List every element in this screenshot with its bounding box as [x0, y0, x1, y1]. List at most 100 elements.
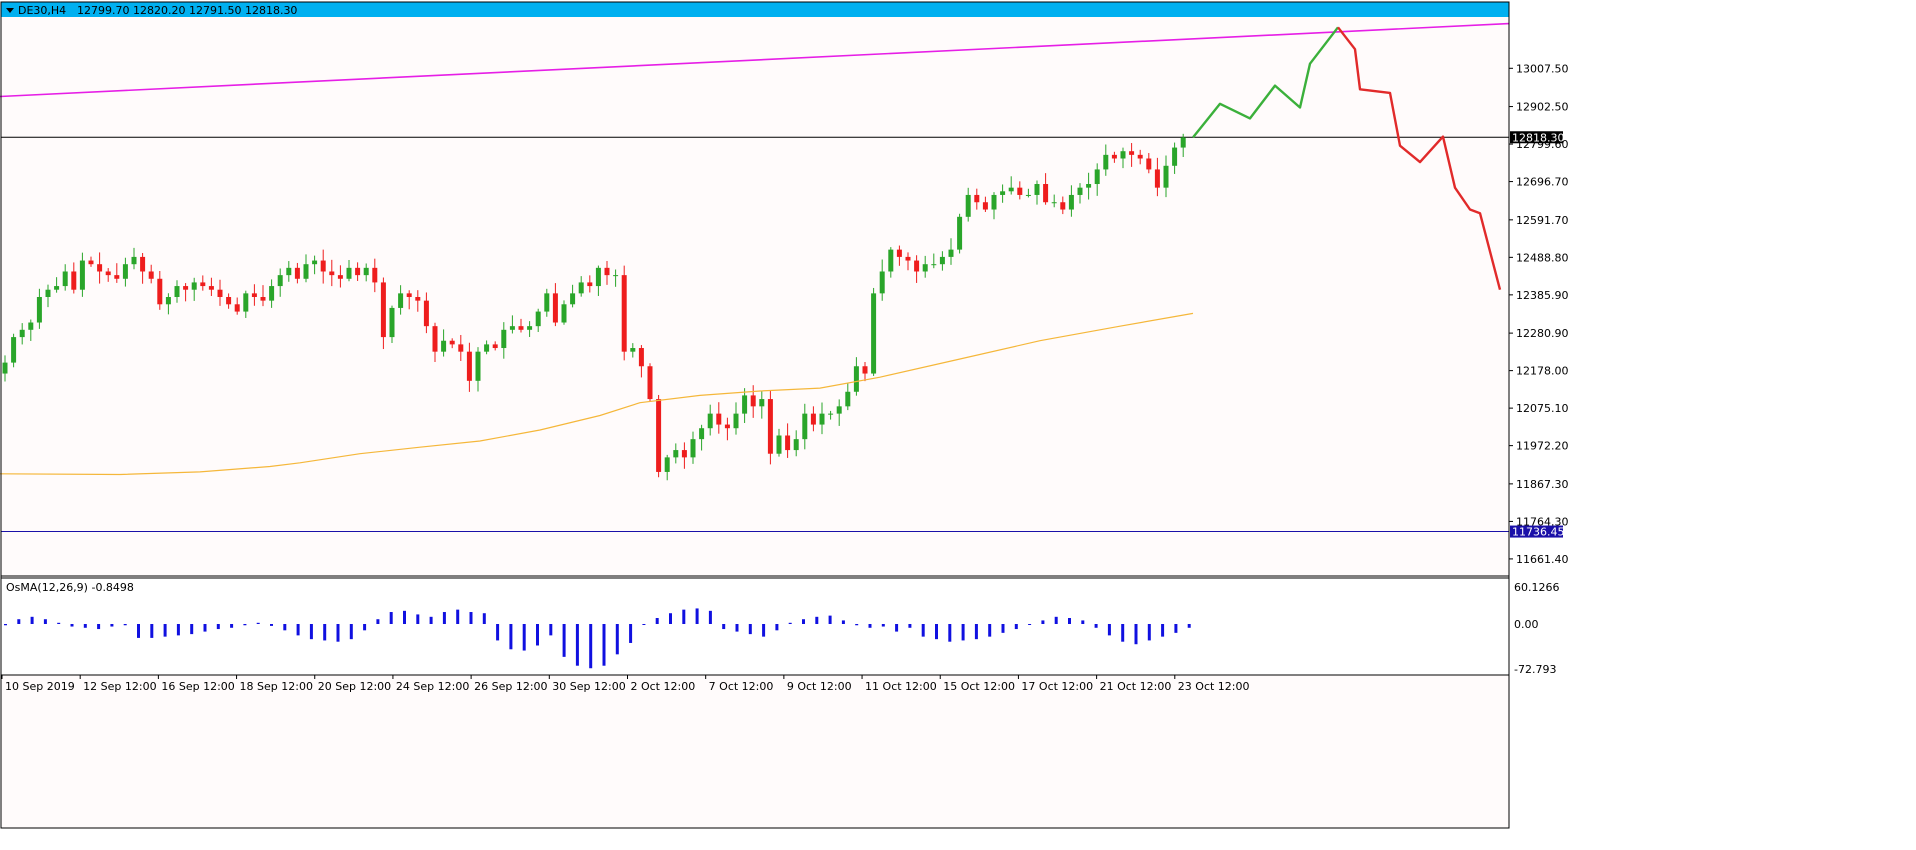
candle-bear	[329, 271, 335, 276]
candle-bull	[286, 267, 292, 276]
projection-down-line	[1337, 26, 1502, 291]
candle-bear	[183, 286, 189, 290]
osma-bar	[43, 619, 47, 624]
candle-bull	[346, 267, 352, 279]
candle-bull	[690, 439, 696, 458]
candle-bear	[681, 450, 687, 458]
candle-bull	[664, 457, 670, 472]
current-price-tag: 12818.30	[1510, 131, 1565, 144]
osma-bar	[1054, 616, 1058, 624]
osma-bar	[123, 624, 127, 626]
osma-bar	[921, 624, 925, 637]
candle-bull	[965, 194, 971, 217]
osma-bar	[1121, 624, 1125, 642]
osma-bar	[256, 622, 260, 624]
osma-bar	[522, 624, 526, 651]
chart-lines	[1, 136, 1509, 533]
candle-bull	[1008, 187, 1014, 192]
candle-bull	[1077, 187, 1083, 195]
candle-bear	[656, 399, 662, 472]
osma-bar	[482, 613, 486, 624]
osma-bar	[323, 624, 327, 641]
candle-bull	[1094, 169, 1100, 185]
candle-bull	[802, 413, 808, 440]
candle-bull	[888, 249, 894, 272]
frame	[0, 1, 1510, 829]
candle-bull	[836, 406, 842, 414]
candle-bear	[810, 413, 816, 425]
osma-tick-label: 0.00	[1514, 618, 1539, 631]
candle-bear	[380, 282, 386, 338]
osma-bar	[708, 610, 712, 624]
time-tick-label: 20 Sep 12:00	[318, 680, 391, 693]
candle-bear	[458, 344, 464, 352]
candle-bull	[312, 260, 318, 265]
time-tick-label: 15 Oct 12:00	[943, 680, 1015, 693]
candle-bull	[879, 271, 885, 294]
osma-bar	[70, 624, 74, 627]
candle-bear	[97, 264, 103, 272]
price-tick-label: 13007.50	[1516, 62, 1569, 75]
indicator-title: OsMA(12,26,9) -0.8498	[6, 581, 134, 594]
osma-bar	[57, 622, 61, 624]
osma-bar	[1174, 624, 1178, 633]
price-tick-label: 12385.90	[1516, 289, 1569, 302]
candle-bear	[896, 249, 902, 257]
time-tick-label: 24 Sep 12:00	[396, 680, 469, 693]
candle-bear	[320, 260, 326, 272]
candle-bear	[604, 267, 610, 276]
osma-bar	[1147, 624, 1151, 641]
osma-bar	[270, 624, 273, 626]
candle-bull	[742, 395, 748, 414]
candle-bear	[432, 326, 438, 352]
candlesticks	[2, 133, 1186, 481]
candle-bull	[845, 391, 851, 407]
osma-bar	[948, 624, 952, 642]
chevron-down-icon[interactable]	[6, 8, 14, 13]
osma-bar	[1001, 624, 1005, 633]
candle-bull	[707, 413, 713, 429]
osma-bar	[762, 624, 766, 637]
osma-bar	[30, 616, 34, 624]
candle-bear	[1043, 184, 1049, 203]
candle-bull	[613, 275, 619, 277]
candle-bull	[948, 249, 954, 257]
candle-bull	[28, 322, 34, 330]
candle-bear	[1060, 202, 1066, 210]
osma-bar	[429, 616, 433, 624]
indicator-panel[interactable]	[1, 578, 1509, 675]
candle-bull	[991, 194, 997, 210]
candle-bull	[303, 264, 309, 279]
projection-up-line	[1192, 26, 1339, 139]
price-tick-label: 11972.20	[1516, 440, 1569, 453]
osma-bar	[1094, 624, 1098, 628]
candle-bull	[11, 337, 17, 363]
candle-bull	[828, 413, 834, 415]
time-tick-label: 2 Oct 12:00	[630, 680, 695, 693]
candle-bull	[544, 293, 550, 312]
candle-bull	[939, 256, 945, 265]
candle-bear	[785, 435, 791, 451]
candle-bull	[165, 297, 171, 305]
symbol-header-bar	[1, 2, 1509, 17]
ohlc-readout: 12799.70 12820.20 12791.50 12818.30	[77, 4, 297, 17]
candle-bear	[71, 271, 77, 290]
candle-bull	[131, 256, 137, 265]
osma-bar	[735, 624, 739, 632]
osma-bar	[589, 624, 593, 669]
osma-bar	[17, 619, 21, 624]
osma-histogram	[4, 608, 1191, 669]
time-tick-label: 10 Sep 2019	[5, 680, 75, 693]
candle-bull	[1163, 165, 1169, 188]
candle-bull	[501, 329, 507, 349]
candle-bear	[260, 297, 266, 301]
price-tick-label: 11661.40	[1516, 553, 1569, 566]
candle-bear	[905, 256, 911, 261]
osma-bar	[655, 618, 659, 624]
plot-area[interactable]	[1, 2, 1509, 828]
candle-bear	[415, 297, 421, 301]
candle-bull	[509, 326, 515, 330]
candle-bear	[88, 260, 94, 265]
candle-bull	[561, 304, 567, 323]
